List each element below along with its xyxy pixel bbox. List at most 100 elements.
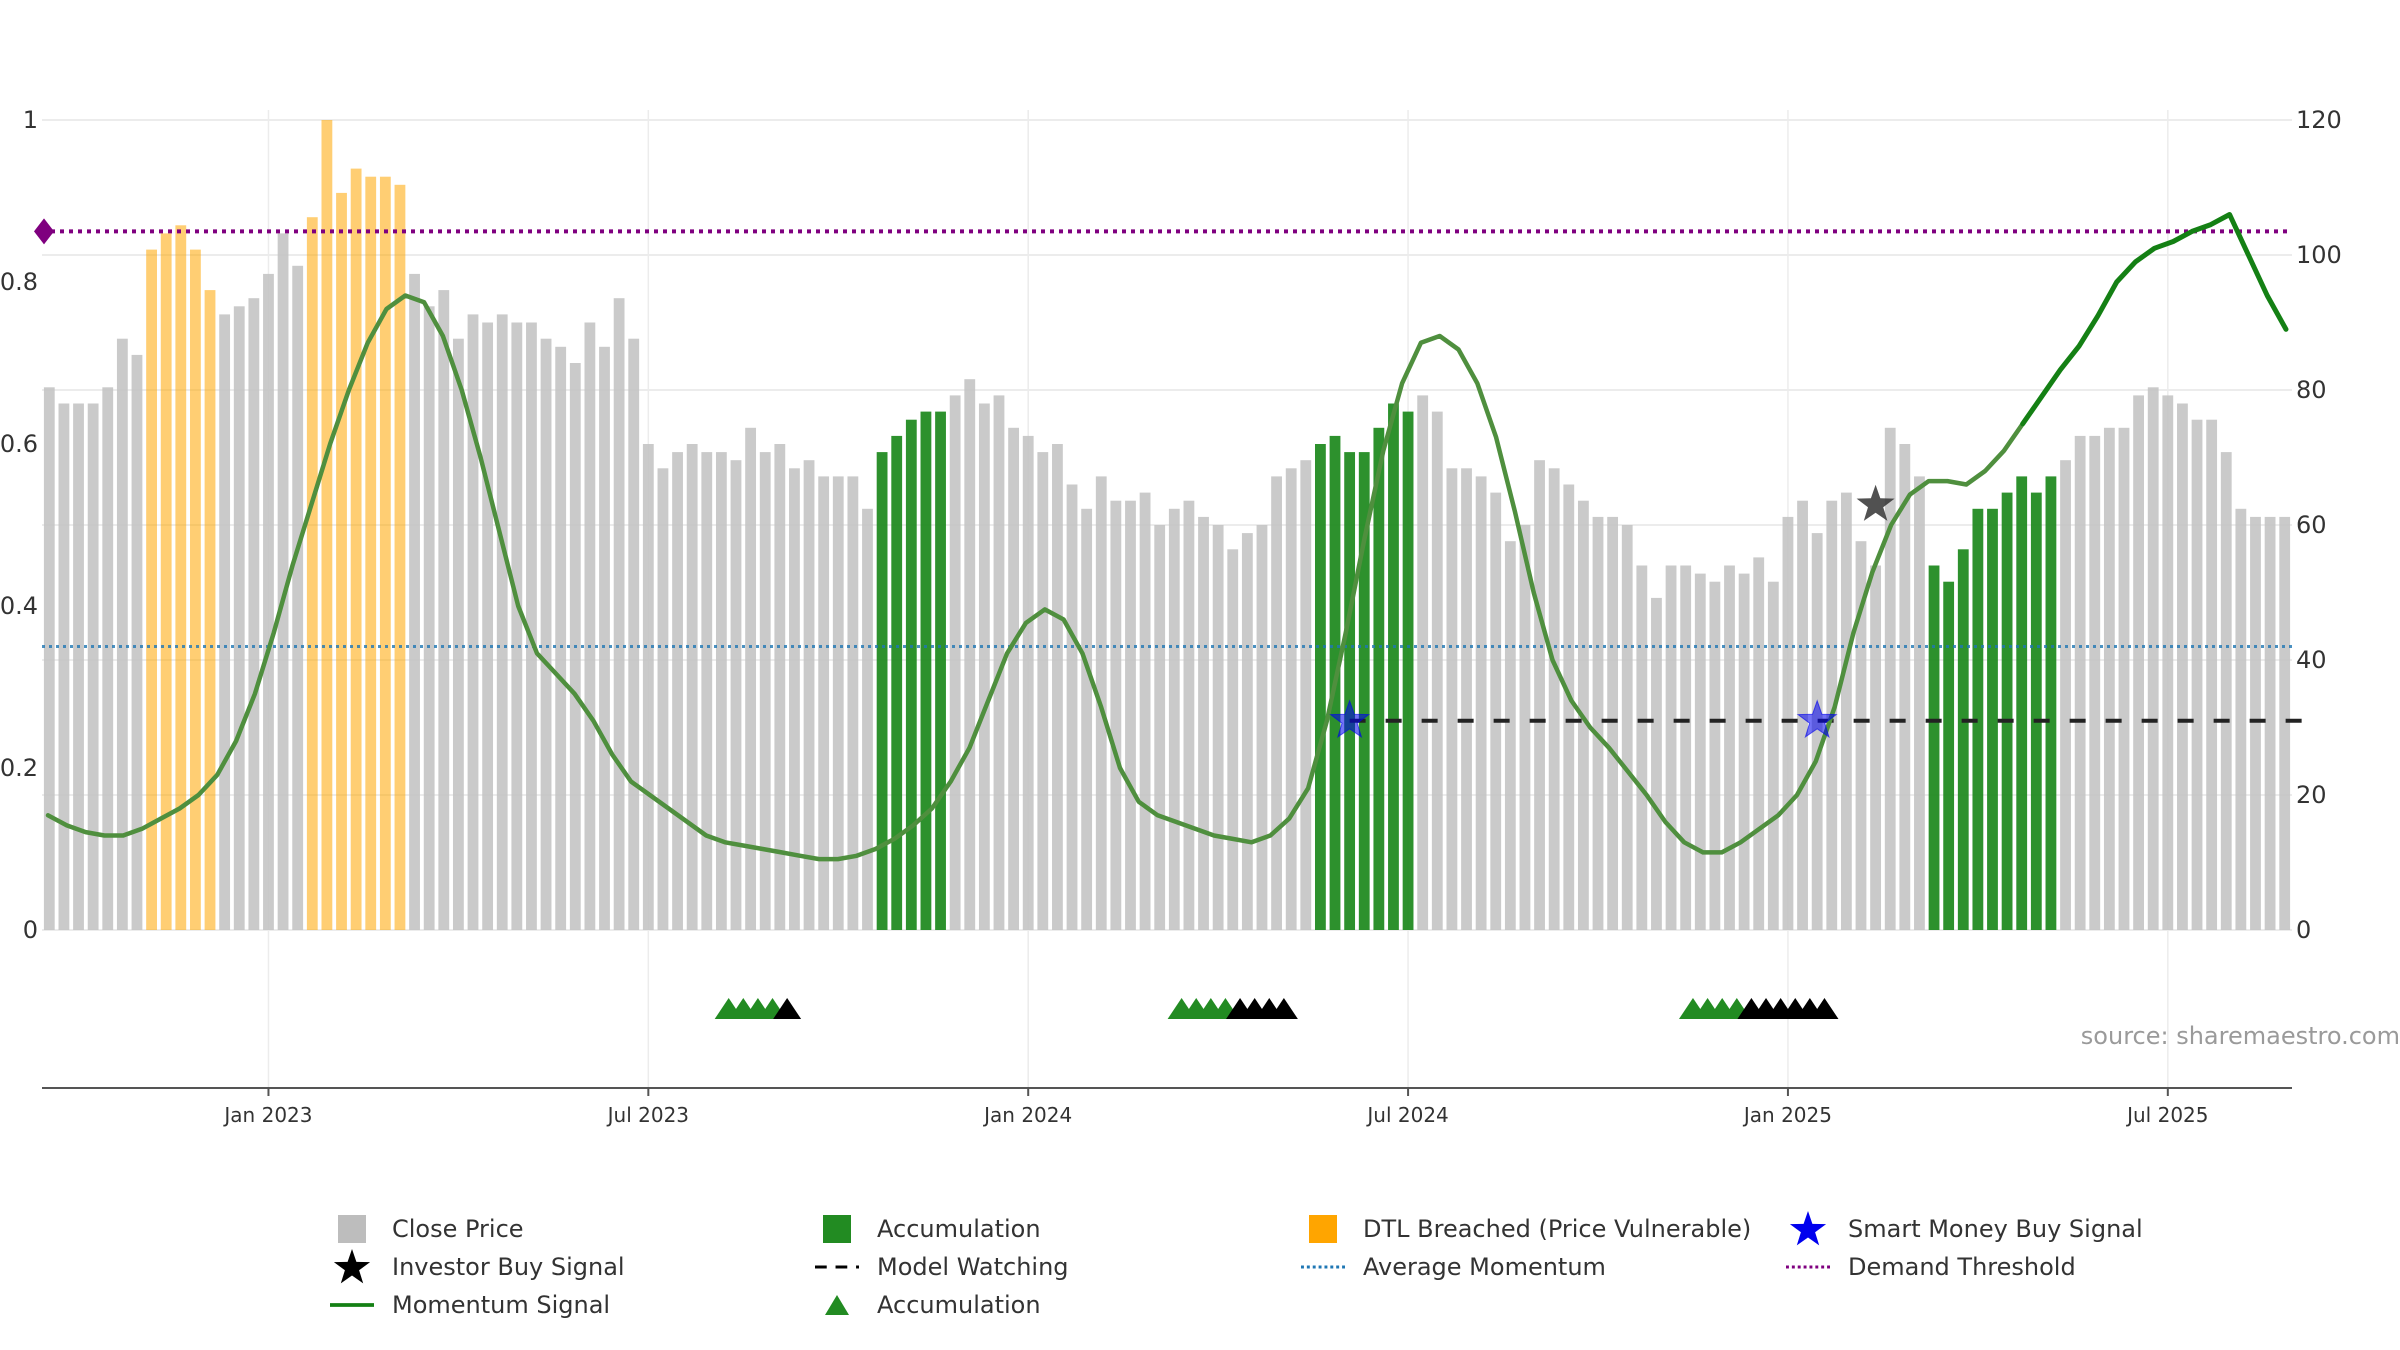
close-price-bar [672, 452, 683, 930]
dtl-breached-bar [146, 249, 157, 931]
close-price-bar [2206, 419, 2218, 930]
grid-lines [42, 110, 2292, 1088]
legend-dotted-icon [1786, 1248, 1830, 1286]
x-tick-label: Jan 2024 [982, 1103, 1072, 1127]
x-tick-label: Jul 2024 [1365, 1103, 1448, 1127]
accumulation-bar [1358, 452, 1370, 930]
close-price-bar [2279, 516, 2291, 930]
close-price-bar [1811, 533, 1823, 930]
left-tick-label: 0 [23, 916, 38, 944]
x-tick-label: Jul 2025 [2125, 1103, 2208, 1127]
close-price-bar [2074, 435, 2086, 930]
close-price-bar [1256, 525, 1268, 930]
legend-star-icon [330, 1248, 374, 1286]
close-price-bar [1475, 476, 1487, 930]
close-price-bar [43, 387, 55, 930]
x-tick-label: Jul 2023 [606, 1103, 689, 1127]
close-price-bar [1855, 541, 1867, 930]
legend-label: Accumulation [877, 1291, 1041, 1319]
legend-square-icon [815, 1210, 859, 1248]
legend-item: DTL Breached (Price Vulnerable) [1301, 1210, 1751, 1248]
close-price-bar [1709, 581, 1721, 930]
close-price-bar [1767, 581, 1779, 930]
right-tick-label: 40 [2296, 646, 2327, 674]
dtl-breached-bar [336, 192, 347, 930]
accumulation-bar [1344, 452, 1356, 930]
close-price-bar [1651, 597, 1662, 930]
close-price-bar [1884, 427, 1896, 930]
close-price-bar [1738, 573, 1750, 930]
close-price-bar [1548, 468, 1560, 930]
right-tick-label: 20 [2296, 781, 2327, 809]
dtl-breached-bar [306, 217, 318, 930]
close-price-bar [584, 322, 596, 930]
close-price-bar [2162, 395, 2174, 930]
close-price-bar [2220, 452, 2232, 930]
legend-label: DTL Breached (Price Vulnerable) [1363, 1215, 1752, 1243]
close-price-bar [1285, 468, 1297, 930]
close-price-bar [2089, 435, 2101, 930]
x-tick-label: Jan 2025 [1742, 1103, 1832, 1127]
close-price-bar [1840, 492, 1852, 930]
close-price-bar [803, 460, 815, 930]
accumulation-bar [876, 452, 888, 930]
close-price-bar [715, 452, 727, 930]
legend-label: Close Price [392, 1215, 524, 1243]
close-price-bar [1636, 565, 1648, 930]
legend-label: Average Momentum [1363, 1253, 1606, 1281]
close-price-bar [526, 322, 537, 930]
dtl-breached-bar [394, 184, 406, 931]
legend-triangle-icon [815, 1286, 859, 1324]
close-price-bar [1154, 525, 1166, 930]
close-price-bar [1870, 565, 1882, 930]
accumulation-bar [1972, 508, 1984, 930]
close-price-bar [949, 395, 961, 930]
close-price-bar [2177, 403, 2188, 930]
accumulation-bar [2045, 476, 2057, 930]
close-price-bar [978, 403, 990, 930]
legend-dotted-icon [1301, 1248, 1345, 1286]
legend-item: Accumulation [815, 1286, 1041, 1324]
dtl-breached-bar [160, 233, 172, 930]
accumulation-bar [1315, 444, 1326, 930]
accumulation-bar [1388, 403, 1399, 930]
close-price-bar [1066, 484, 1078, 930]
close-price-bar [2060, 460, 2071, 930]
close-price-bar [1665, 565, 1677, 930]
close-price-bar [2147, 387, 2159, 930]
legend-item: Demand Threshold [1786, 1248, 2076, 1286]
signal-markers [714, 484, 1895, 1019]
close-price-bar [832, 476, 844, 930]
accumulation-bar [2030, 492, 2042, 930]
left-tick-label: 0.2 [0, 754, 38, 782]
legend-item: Accumulation [815, 1210, 1041, 1248]
close-price-bar [657, 468, 669, 930]
close-price-bar [2235, 508, 2247, 930]
close-price-bar [1008, 427, 1019, 930]
close-price-bar [233, 306, 245, 930]
close-price-bar [628, 338, 640, 930]
close-price-bar [1899, 444, 1911, 930]
close-price-bar [1607, 516, 1619, 930]
source-credit: source: sharemaestro.com [2080, 1022, 2400, 1050]
dtl-breached-bar [365, 176, 377, 930]
demand-threshold-marker [34, 218, 54, 245]
accumulation-bar [1402, 411, 1414, 931]
close-price-bar [2118, 427, 2130, 930]
close-price-bar [1504, 541, 1516, 930]
right-tick-label: 120 [2296, 106, 2342, 134]
legend-item: Investor Buy Signal [330, 1248, 625, 1286]
close-price-bar [1022, 435, 1034, 930]
close-price-bar [1621, 525, 1633, 930]
left-tick-label: 0.6 [0, 430, 38, 458]
close-price-bars [43, 120, 2291, 931]
dtl-breached-bar [350, 168, 362, 931]
close-price-bar [774, 444, 786, 930]
accumulation-bar [891, 435, 903, 930]
legend-item: Average Momentum [1301, 1248, 1606, 1286]
close-price-bar [73, 403, 84, 930]
left-tick-label: 0.8 [0, 268, 38, 296]
close-price-bar [1125, 500, 1136, 930]
legend-dash-icon [815, 1248, 859, 1286]
